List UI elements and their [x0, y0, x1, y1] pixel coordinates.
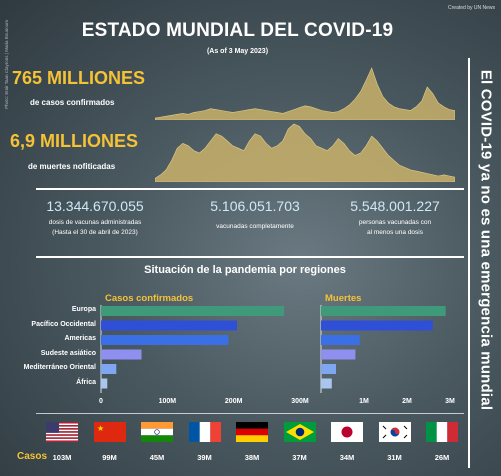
- bar: [101, 349, 142, 360]
- flag-case-count: 99M: [102, 453, 117, 462]
- flag-case-count: 34M: [339, 453, 355, 462]
- cases-area-chart: [155, 67, 455, 120]
- tick-label: 100M: [159, 398, 177, 405]
- bar: [321, 320, 433, 331]
- cases-bar-chart: Casos confirmados 0 100M 200M 300M: [99, 293, 309, 405]
- stat-doses: 13.344.670.055 dosis de vacunas administ…: [20, 198, 170, 238]
- deaths-area-chart: [155, 123, 455, 182]
- stat-one-dose-label: personas vacunadas con: [358, 219, 432, 226]
- stat-doses-value: 13.344.670.055: [46, 198, 144, 214]
- flag-case-count: 103M: [52, 453, 72, 462]
- tick-label: 1M: [359, 398, 369, 405]
- side-banner-text: El COVID-19 ya no es una emergencia mund…: [477, 69, 495, 411]
- region-label: Europa: [71, 306, 96, 313]
- bar: [321, 378, 332, 389]
- brazil-flag-icon: [283, 422, 316, 447]
- svg-text:★: ★: [97, 424, 104, 433]
- divider-mid: [36, 256, 464, 258]
- stat-fully-value: 5.106.051.703: [210, 198, 300, 214]
- credit-text: Created by UN News: [448, 5, 495, 11]
- cases-series-area: [155, 67, 455, 120]
- deaths-label: de muertes nofiticadas: [28, 162, 116, 171]
- deaths-series-area: [155, 123, 455, 182]
- side-banner: El COVID-19 ya no es una emergencia mund…: [471, 55, 501, 425]
- flag-case-count: 45M: [149, 453, 165, 462]
- cases-total: 765 MILLIONES: [12, 68, 146, 88]
- deaths-total: 6,9 MILLIONES: [10, 131, 139, 151]
- stat-fully-vaccinated: 5.106.051.703 vacunadas completamente: [185, 198, 325, 232]
- side-divider: [468, 58, 470, 468]
- japan-flag-icon: [331, 422, 363, 447]
- bar: [321, 349, 356, 360]
- region-label: África: [76, 378, 96, 386]
- bar: [101, 364, 117, 374]
- china-flag-icon: ★: [93, 422, 126, 447]
- region-label: Americas: [64, 335, 96, 342]
- region-label: Pacífico Occidental: [31, 320, 96, 328]
- tick-label: 3M: [445, 398, 455, 405]
- bar: [321, 364, 336, 374]
- as-of-date: (As of 3 May 2023): [206, 48, 269, 55]
- deaths-bar-chart: Muertes 1M 2M 3M: [320, 293, 455, 405]
- stat-one-dose: 5.548.001.227 personas vacunadas con al …: [325, 198, 465, 238]
- tick-label: 0: [99, 398, 103, 405]
- bar: [321, 306, 446, 316]
- flag-case-count: 38M: [244, 453, 260, 462]
- france-flag-icon: [188, 422, 221, 447]
- cases-header: Casos confirmados: [105, 293, 193, 304]
- cases-label: de casos confirmados: [30, 98, 115, 107]
- flags-casos-label: Casos: [17, 451, 48, 462]
- tick-label: 200M: [225, 398, 243, 405]
- flag-case-count: 26M: [434, 453, 450, 462]
- germany-flag-icon: [236, 422, 268, 447]
- region-label: Sudeste asiático: [40, 349, 96, 357]
- bar: [101, 306, 285, 316]
- stat-fully-label: vacunadas completamente: [216, 223, 294, 230]
- tick-label: 300M: [291, 398, 309, 405]
- bar: [101, 335, 229, 345]
- tick-label: 2M: [402, 398, 412, 405]
- usa-flag-icon: [46, 422, 78, 447]
- flag-case-count: 31M: [387, 453, 402, 462]
- flag-case-count: 37M: [292, 453, 307, 462]
- bar: [321, 335, 360, 345]
- stat-one-dose-label2: al menos una dosis: [366, 228, 423, 236]
- deaths-header: Muertes: [325, 293, 361, 304]
- regions-title: Situación de la pandemia por regiones: [144, 264, 346, 276]
- bar: [101, 378, 108, 389]
- india-flag-icon: [141, 422, 173, 447]
- divider-bottom: [36, 413, 464, 414]
- stat-doses-note: (Hasta el 30 de abril de 2023): [52, 228, 138, 236]
- italy-flag-icon: [426, 422, 458, 447]
- page-title: ESTADO MUNDIAL DEL COVID-19: [81, 20, 394, 41]
- divider-top: [36, 188, 464, 190]
- stat-one-dose-value: 5.548.001.227: [350, 198, 440, 214]
- flag-case-count: 39M: [197, 453, 212, 462]
- region-label: Mediterráneo Oriental: [23, 364, 96, 371]
- stat-doses-label: dosis de vacunas administradas: [48, 219, 142, 226]
- korea-flag-icon: [378, 422, 411, 447]
- bar: [101, 320, 237, 331]
